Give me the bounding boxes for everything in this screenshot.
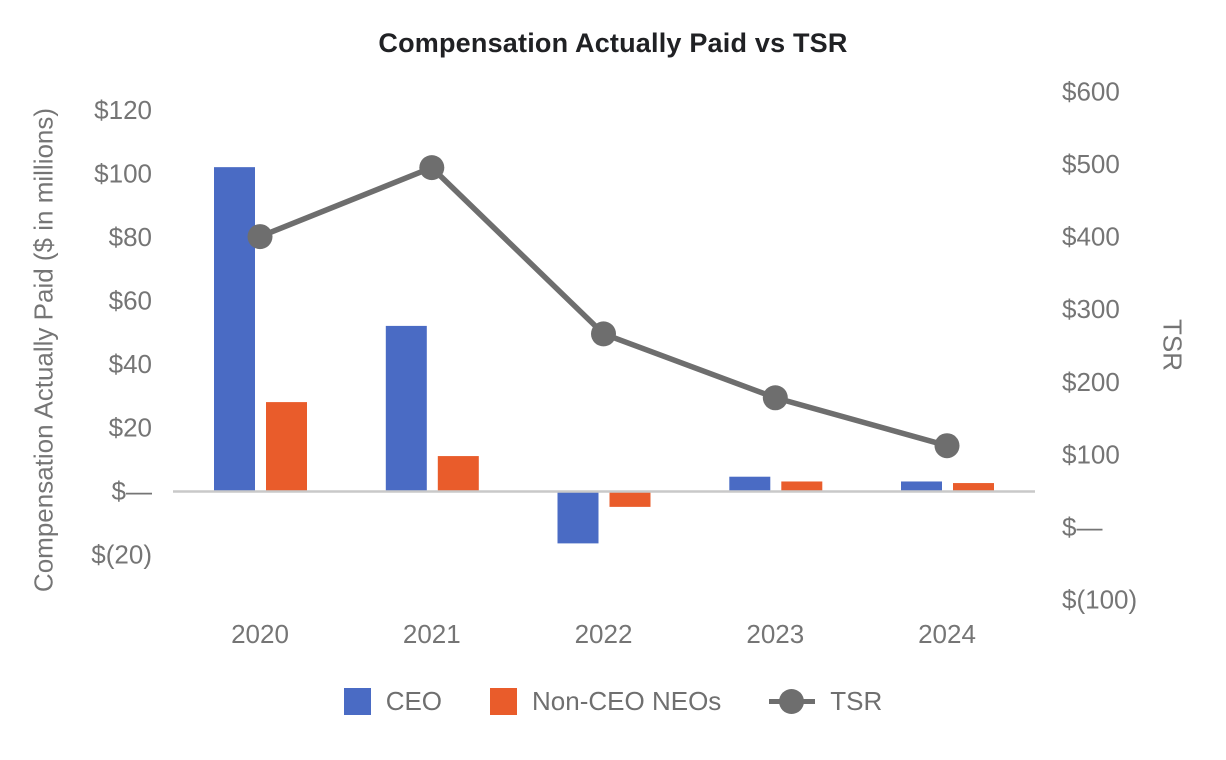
legend-item-tsr: TSR [769, 686, 882, 717]
bar-non-ceo-neos-2024 [953, 483, 994, 491]
legend-label-non-ceo-neos: Non-CEO NEOs [532, 686, 722, 716]
bar-non-ceo-neos-2023 [781, 481, 823, 491]
right-axis-tick: $600 [1062, 76, 1120, 106]
left-axis-tick: $120 [94, 95, 152, 125]
tsr-line [258, 164, 948, 449]
right-axis-tick: $400 [1062, 222, 1120, 252]
tsr-point-2023 [762, 385, 788, 411]
tsr-point-2024 [934, 433, 960, 459]
legend-item-ceo: CEO [343, 686, 443, 717]
x-axis-tick: 2021 [403, 619, 461, 649]
bar-non-ceo-neos-2021 [437, 456, 479, 491]
x-axis-tick: 2020 [231, 619, 289, 649]
chart-title: Compensation Actually Paid vs TSR [378, 28, 848, 58]
left-axis-tick: $60 [109, 286, 152, 316]
bar-non-ceo-neos-2022 [609, 491, 651, 507]
tsr-line-marker-icon [769, 688, 816, 715]
left-axis-tick: $20 [109, 413, 152, 443]
bar-ceo-2022 [557, 491, 599, 544]
tsr-point-2021 [419, 155, 445, 181]
right-axis-tick: $200 [1062, 367, 1120, 397]
non-ceo-neos-swatch-icon [490, 688, 518, 715]
left-axis-tick: $100 [94, 159, 152, 189]
left-axis-tick: $(20) [91, 540, 152, 570]
right-axis-tick: $— [1062, 512, 1102, 542]
right-axis-tick: $100 [1062, 439, 1120, 469]
left-axis-tick: $40 [109, 349, 152, 379]
bar-ceo-2023 [729, 476, 771, 491]
x-axis-tick: 2022 [575, 619, 633, 649]
left-axis-tick: $— [112, 476, 152, 506]
legend-label-tsr: TSR [830, 686, 883, 716]
ceo-swatch-icon [343, 688, 371, 715]
legend-item-non-ceo-neos: Non-CEO NEOs [490, 686, 721, 717]
bar-non-ceo-neos-2020 [266, 402, 307, 491]
legend: CEO Non-CEO NEOs TSR [0, 686, 1226, 717]
legend-label-ceo: CEO [385, 686, 443, 716]
left-axis-tick: $80 [109, 222, 152, 252]
tsr-point-2022 [591, 321, 616, 347]
right-axis-tick: $500 [1062, 149, 1120, 179]
bar-ceo-2021 [385, 325, 427, 491]
right-axis-tick: $(100) [1062, 585, 1137, 615]
bar-ceo-2024 [901, 481, 942, 491]
tsr-point-2020 [247, 224, 273, 250]
x-axis-tick: 2024 [918, 619, 976, 649]
right-axis-tick: $300 [1062, 294, 1120, 324]
x-axis-tick: 2023 [746, 619, 804, 649]
bar-ceo-2020 [214, 167, 255, 491]
